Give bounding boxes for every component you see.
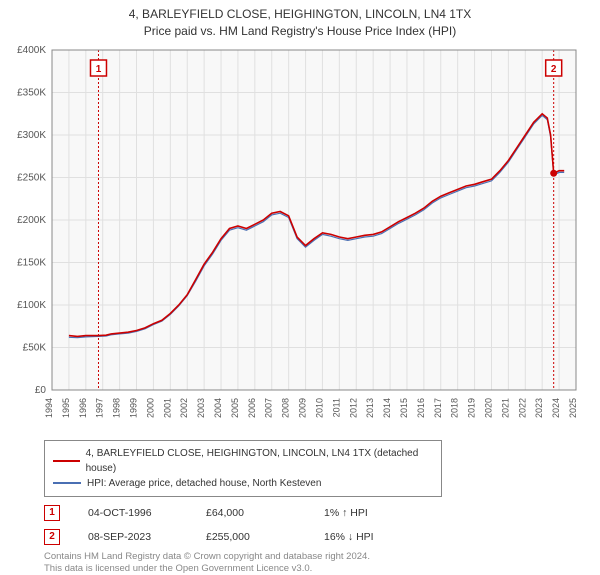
sale-date: 08-SEP-2023 xyxy=(88,531,178,543)
chart-area: £0 £50K £100K £150K £200K £250K £300K £350K £400… xyxy=(8,46,592,434)
x-tick-label: 1996 xyxy=(78,398,88,418)
x-tick-label: 2000 xyxy=(145,398,155,418)
sale-price: £64,000 xyxy=(206,507,296,519)
x-tick-label: 2005 xyxy=(230,398,240,418)
y-tick-label: £400K xyxy=(17,46,46,56)
chart-title-block: 4, BARLEYFIELD CLOSE, HEIGHINGTON, LINCO… xyxy=(0,0,600,42)
x-tick-label: 2015 xyxy=(399,398,409,418)
chart-footer: 4, BARLEYFIELD CLOSE, HEIGHINGTON, LINCO… xyxy=(44,440,590,575)
x-tick-label: 1999 xyxy=(129,398,139,418)
y-tick-label: £50K xyxy=(23,342,47,353)
legend-row-series2: HPI: Average price, detached house, Nort… xyxy=(53,476,433,491)
legend-box: 4, BARLEYFIELD CLOSE, HEIGHINGTON, LINCO… xyxy=(44,440,442,497)
x-tick-label: 2017 xyxy=(433,398,443,418)
chart-title-line1: 4, BARLEYFIELD CLOSE, HEIGHINGTON, LINCO… xyxy=(0,6,600,23)
x-tick-label: 2016 xyxy=(416,398,426,418)
y-tick-label: £0 xyxy=(35,385,47,396)
sale-price: £255,000 xyxy=(206,531,296,543)
x-tick-label: 1998 xyxy=(112,398,122,418)
sale-marker-box: 2 xyxy=(44,529,60,545)
legend-label-series1: 4, BARLEYFIELD CLOSE, HEIGHINGTON, LINCO… xyxy=(86,446,433,476)
x-tick-label: 1997 xyxy=(95,398,105,418)
x-tick-label: 2004 xyxy=(213,398,223,418)
x-tick-label: 2003 xyxy=(196,398,206,418)
x-tick-label: 2001 xyxy=(162,398,172,418)
chart-title-line2: Price paid vs. HM Land Registry's House … xyxy=(0,23,600,40)
x-tick-label: 2025 xyxy=(568,398,578,418)
x-tick-label: 2019 xyxy=(467,398,477,418)
x-tick-label: 1995 xyxy=(61,398,71,418)
x-tick-label: 2002 xyxy=(179,398,189,418)
x-tick-label: 2008 xyxy=(281,398,291,418)
sale-row: 1 04-OCT-1996 £64,000 1% ↑ HPI xyxy=(44,505,590,521)
x-tick-label: 2013 xyxy=(365,398,375,418)
x-tick-label: 2012 xyxy=(348,398,358,418)
price-chart-svg: £0 £50K £100K £150K £200K £250K £300K £350K £400… xyxy=(8,46,592,434)
x-tick-label: 2014 xyxy=(382,398,392,418)
x-tick-label: 2011 xyxy=(331,398,341,417)
credits-line1: Contains HM Land Registry data © Crown c… xyxy=(44,551,590,563)
legend-row-series1: 4, BARLEYFIELD CLOSE, HEIGHINGTON, LINCO… xyxy=(53,446,433,476)
y-tick-label: £300K xyxy=(17,130,46,141)
x-tick-label: 2006 xyxy=(247,398,257,418)
sale-date: 04-OCT-1996 xyxy=(88,507,178,519)
y-tick-label: £200K xyxy=(17,215,46,226)
x-tick-label: 2021 xyxy=(500,398,510,418)
x-tick-label: 2009 xyxy=(298,398,308,418)
x-tick-label: 2023 xyxy=(534,398,544,418)
chart-marker-label: 2 xyxy=(551,64,557,75)
sale-marker-box: 1 xyxy=(44,505,60,521)
legend-swatch-series1 xyxy=(53,460,80,462)
x-tick-label: 2020 xyxy=(483,398,493,418)
x-tick-label: 1994 xyxy=(44,398,54,418)
x-tick-label: 2010 xyxy=(314,398,324,418)
sales-rows: 1 04-OCT-1996 £64,000 1% ↑ HPI 2 08-SEP-2023 £… xyxy=(44,505,590,545)
chart-marker-label: 1 xyxy=(96,64,102,75)
x-tick-label: 2024 xyxy=(551,398,561,418)
y-tick-label: £250K xyxy=(17,172,46,183)
x-tick-label: 2007 xyxy=(264,398,274,418)
x-tick-label: 2022 xyxy=(517,398,527,418)
y-tick-label: £350K xyxy=(17,87,46,98)
y-tick-label: £150K xyxy=(17,257,46,268)
credits-block: Contains HM Land Registry data © Crown c… xyxy=(44,551,590,575)
legend-label-series2: HPI: Average price, detached house, Nort… xyxy=(87,476,321,491)
x-tick-label: 2018 xyxy=(450,398,460,418)
y-tick-label: £100K xyxy=(17,300,46,311)
credits-line2: This data is licensed under the Open Gov… xyxy=(44,563,590,575)
chart-marker-dot xyxy=(550,169,557,176)
sale-delta: 16% ↓ HPI xyxy=(324,531,414,543)
legend-swatch-series2 xyxy=(53,482,81,484)
sale-row: 2 08-SEP-2023 £255,000 16% ↓ HPI xyxy=(44,529,590,545)
sale-delta: 1% ↑ HPI xyxy=(324,507,414,519)
